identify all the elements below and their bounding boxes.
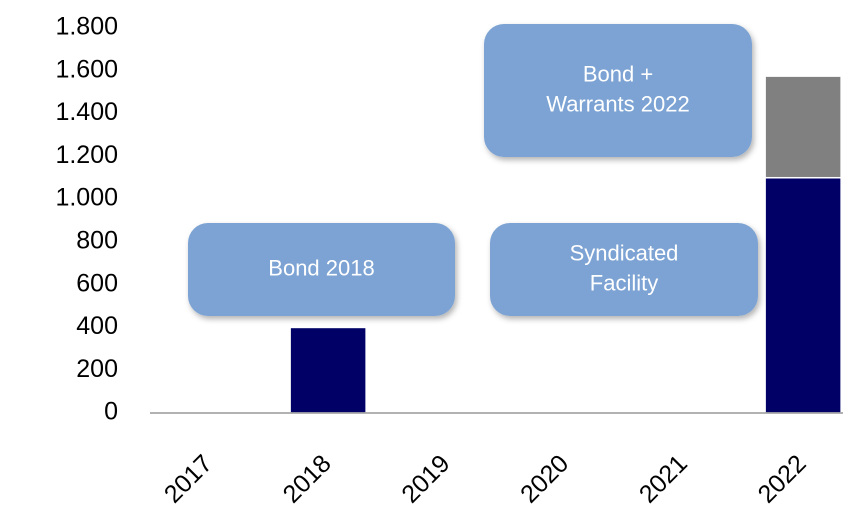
y-tick-label: 400 xyxy=(76,312,118,340)
y-tick-label: 1.200 xyxy=(55,141,118,169)
y-tick-label: 800 xyxy=(76,226,118,254)
y-tick-label: 200 xyxy=(76,355,118,383)
annotation-text: Facility xyxy=(590,270,658,295)
x-tick-label: 2020 xyxy=(515,449,574,508)
bar xyxy=(764,176,842,414)
x-tick-label: 2018 xyxy=(278,449,337,508)
y-tick-label: 1.800 xyxy=(55,13,118,41)
annotation-box xyxy=(490,223,758,316)
annotation-text: Warrants 2022 xyxy=(546,91,689,116)
bar xyxy=(289,326,367,414)
annotation-text: Bond 2018 xyxy=(268,255,374,280)
annotation-box xyxy=(484,24,752,157)
bar xyxy=(764,75,842,179)
x-tick-label: 2021 xyxy=(634,449,693,508)
annotation-text: Bond + xyxy=(583,61,653,86)
annotation-box xyxy=(188,223,455,316)
y-tick-label: 1.400 xyxy=(55,98,118,126)
x-tick-label: 2019 xyxy=(396,449,455,508)
annotation-text: Syndicated xyxy=(570,240,679,265)
x-tick-label: 2022 xyxy=(753,449,812,508)
y-tick-label: 0 xyxy=(104,398,118,426)
x-tick-label: 2017 xyxy=(159,449,218,508)
y-tick-label: 1.000 xyxy=(55,184,118,212)
y-tick-label: 1.600 xyxy=(55,55,118,83)
y-tick-label: 600 xyxy=(76,269,118,297)
